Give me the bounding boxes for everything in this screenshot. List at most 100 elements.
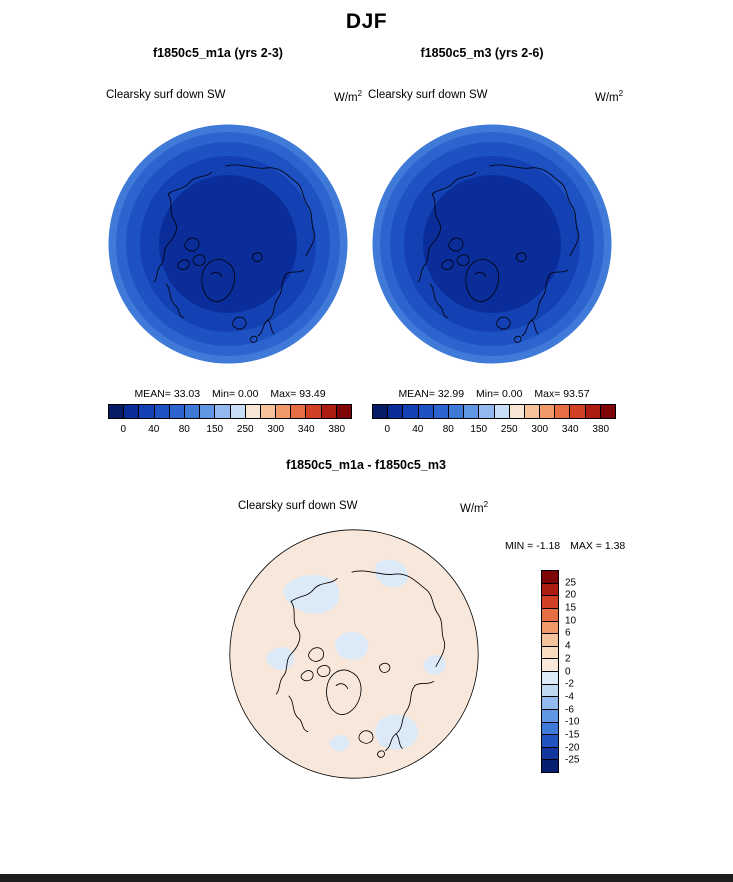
colorbar-segment bbox=[542, 683, 558, 697]
panel2-stats: MEAN= 32.99 Min= 0.00 Max= 93.57 bbox=[363, 388, 625, 400]
min-value: 0.00 bbox=[238, 388, 259, 400]
colorbar-tick-label: -15 bbox=[565, 729, 580, 741]
diff-stats: MIN = -1.18 MAX = 1.38 bbox=[505, 540, 625, 552]
min-label: Min= bbox=[212, 388, 236, 400]
units-exponent: 2 bbox=[357, 89, 363, 98]
panel1-stats: MEAN= 33.03 Min= 0.00 Max= 93.49 bbox=[99, 388, 361, 400]
colorbar-tick-label: -6 bbox=[565, 704, 574, 716]
colorbar-segment bbox=[508, 405, 524, 418]
colorbar-segment bbox=[539, 405, 555, 418]
panel2-title: f1850c5_m3 (yrs 2-6) bbox=[420, 46, 544, 60]
map-diff bbox=[229, 529, 479, 779]
min-value: -1.18 bbox=[536, 540, 561, 552]
colorbar-segment bbox=[335, 405, 351, 418]
panel2-units-label: W/m2 bbox=[595, 89, 623, 104]
colorbar-segment bbox=[599, 405, 615, 418]
colorbar-tick-label: 0 bbox=[565, 666, 571, 677]
colorbar-segment bbox=[447, 405, 464, 418]
colorbar-segment bbox=[244, 405, 260, 418]
colorbar-tick-label: -4 bbox=[565, 691, 574, 703]
colorbar-segment bbox=[402, 405, 418, 418]
screenshot-bottom-bar bbox=[0, 874, 733, 882]
min-label: MIN = bbox=[505, 540, 534, 552]
colorbar-tick-label: 300 bbox=[267, 424, 285, 435]
colorbar-segment bbox=[275, 405, 291, 418]
panel2-colorbar: 0 40 80 150 250 300 340 380 bbox=[372, 404, 616, 436]
colorbar-tick-label: -10 bbox=[565, 716, 580, 728]
negative-patch bbox=[375, 715, 419, 750]
diff-units-label: W/m2 bbox=[460, 500, 488, 515]
diff-title: f1850c5_m1a - f1850c5_m3 bbox=[286, 458, 446, 472]
colorbar-tick-label: 300 bbox=[531, 424, 549, 435]
units-base: W/m bbox=[595, 91, 619, 104]
colorbar-segment bbox=[542, 696, 558, 709]
colorbar-tick-labels: 0 40 80 150 250 300 340 380 bbox=[108, 424, 352, 436]
colorbar-tick-label: -25 bbox=[565, 754, 580, 766]
colorbar-tick-label: 0 bbox=[120, 424, 127, 435]
colorbar-segment bbox=[387, 405, 403, 418]
units-base: W/m bbox=[334, 91, 358, 104]
mean-label: MEAN= bbox=[398, 388, 435, 400]
colorbar-segment bbox=[290, 405, 306, 418]
negative-patch bbox=[423, 655, 446, 675]
colorbar-segment bbox=[478, 405, 494, 418]
colorbar-segment bbox=[542, 607, 558, 621]
colorbar-tick-label: 0 bbox=[384, 424, 391, 435]
colorbar-tick-label: 80 bbox=[442, 424, 454, 435]
colorbar-segment bbox=[542, 746, 558, 760]
panel2-variable-label: Clearsky surf down SW bbox=[368, 89, 488, 101]
map-boundary-circle bbox=[229, 529, 479, 779]
colorbar-segment bbox=[542, 708, 558, 722]
contour-band-0-20 bbox=[423, 175, 561, 313]
colorbar-tick-label: 250 bbox=[500, 424, 518, 435]
panel1-units-label: W/m2 bbox=[334, 89, 362, 104]
colorbar-segment bbox=[432, 405, 448, 418]
colorbar-segment bbox=[305, 405, 321, 418]
colorbar-segment bbox=[542, 759, 558, 772]
units-exponent: 2 bbox=[483, 500, 489, 509]
colorbar-tick-label: 15 bbox=[565, 602, 577, 614]
colorbar-tick-label: 150 bbox=[470, 424, 488, 435]
colorbar-segment bbox=[542, 645, 558, 659]
colorbar-tick-label: 20 bbox=[565, 589, 577, 601]
colorbar-tick-label: 150 bbox=[206, 424, 224, 435]
colorbar-segment bbox=[542, 671, 558, 684]
contour-band-0-20 bbox=[159, 175, 297, 313]
season-title: DJF bbox=[345, 10, 388, 33]
mean-label: MEAN= bbox=[134, 388, 171, 400]
colorbar-segment bbox=[584, 405, 600, 418]
colorbar-tick-label: 6 bbox=[565, 627, 571, 639]
colorbar-tick-label: 2 bbox=[565, 653, 571, 665]
panel1-colorbar: 0 40 80 150 250 300 340 380 bbox=[108, 404, 352, 436]
colorbar-tick-label: 380 bbox=[592, 424, 610, 435]
max-label: MAX = bbox=[570, 540, 602, 552]
colorbar-tick-label: 10 bbox=[565, 615, 577, 627]
colorbar-tick-label: -20 bbox=[565, 742, 580, 754]
colorbar-tick-label: 380 bbox=[328, 424, 346, 435]
colorbar-segment bbox=[138, 405, 154, 418]
colorbar-segment bbox=[542, 658, 558, 671]
max-value: 1.38 bbox=[604, 540, 626, 552]
colorbar-tick-label: 340 bbox=[297, 424, 315, 435]
colorbar-segment bbox=[214, 405, 230, 418]
colorbar-segment bbox=[109, 405, 124, 418]
colorbar-segment bbox=[493, 405, 509, 418]
colorbar-tick-label: 80 bbox=[178, 424, 190, 435]
min-value: 0.00 bbox=[502, 388, 523, 400]
colorbar-segment bbox=[123, 405, 139, 418]
colorbar-segment bbox=[199, 405, 215, 418]
negative-patch bbox=[283, 575, 340, 614]
max-label: Max= bbox=[270, 388, 297, 400]
colorbar-segment bbox=[523, 405, 540, 418]
map-panel2 bbox=[372, 124, 612, 364]
max-value: 93.49 bbox=[299, 388, 326, 400]
colorbar-segment bbox=[259, 405, 276, 418]
colorbar-segment bbox=[542, 595, 558, 608]
colorbar-segment bbox=[542, 734, 558, 747]
colorbar-tick-labels: 25 20 15 10 6 4 2 0 -2 -4 -6 -10 -15 -20 -25 bbox=[565, 570, 601, 773]
colorbar-segment bbox=[569, 405, 585, 418]
colorbar-segment bbox=[542, 582, 558, 596]
colorbar-tick-label: 250 bbox=[236, 424, 254, 435]
colorbar-segment bbox=[542, 620, 558, 634]
